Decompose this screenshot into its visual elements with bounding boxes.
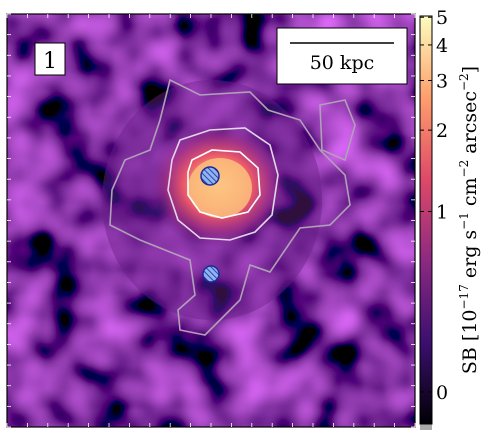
- colorbar-tick-label: 3: [436, 71, 448, 93]
- colorbar-tick-label: 0: [436, 382, 448, 404]
- scale-bar-label: 50 kpc: [310, 52, 375, 74]
- source-marker: [200, 166, 220, 186]
- panel-label-box: [34, 42, 66, 76]
- colorbar-tick-label: 4: [436, 35, 448, 57]
- label-exponent: −2: [457, 73, 471, 91]
- inner-contour: [187, 149, 261, 219]
- colorbar: [419, 15, 433, 425]
- label-exponent: −1: [457, 212, 471, 230]
- label-text: ]: [459, 66, 481, 73]
- label-exponent: −2: [457, 160, 471, 178]
- scale-bar-box: [276, 27, 408, 85]
- label-text: arcsec: [459, 91, 481, 160]
- colorbar-label: SB [10−17 erg s−1 cm−2 arcsec−2]: [457, 66, 481, 374]
- panel-label: 1: [43, 49, 57, 74]
- outer-contour: [109, 78, 351, 336]
- colorbar-tick-label: 5: [436, 7, 448, 29]
- outer-contour: [319, 99, 356, 162]
- label-text: SB [10: [459, 310, 481, 375]
- label-text: erg s: [459, 230, 481, 284]
- mid-contour: [167, 127, 279, 241]
- label-exponent: −17: [457, 284, 471, 309]
- colorbar-tick-label: 1: [436, 201, 448, 223]
- colorbar-tick-label: 2: [436, 120, 448, 142]
- source-marker: [202, 265, 220, 283]
- label-text: cm: [459, 177, 481, 212]
- colorbar-extend: [420, 424, 432, 430]
